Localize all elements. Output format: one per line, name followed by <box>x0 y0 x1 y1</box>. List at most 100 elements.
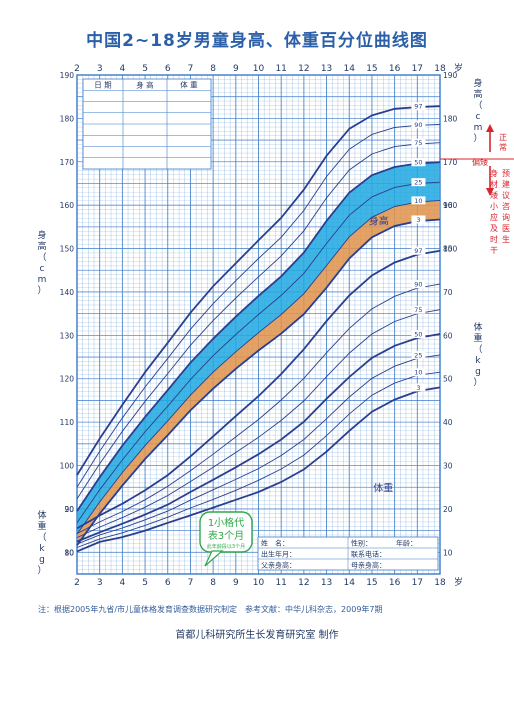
height-axis-label-right-char: m <box>474 123 483 133</box>
age-tick-bottom: 16 <box>389 578 401 588</box>
short-note: 偏矮 <box>472 157 488 167</box>
normal-arrow-head <box>486 124 494 132</box>
weight-tick-right: 20 <box>443 505 453 514</box>
age-tick-bottom: 17 <box>412 578 423 588</box>
height-tick-left: 80 <box>64 548 74 557</box>
age-tick-bottom: 13 <box>321 578 332 588</box>
age-tick-top: 18 <box>434 64 446 74</box>
weight-axis-label-right-char: g <box>475 367 481 377</box>
weight-p90-label-bg <box>411 280 426 289</box>
weight-p10-label-bg <box>411 368 426 377</box>
height-bands <box>77 162 440 546</box>
info-box-field: 性别： <box>351 539 372 548</box>
height-axis-label-char: （ <box>37 252 46 263</box>
weight-p10-line <box>76 371 441 548</box>
height-tick-left: 110 <box>60 418 75 427</box>
age-tick-bottom: 12 <box>298 578 309 588</box>
weight-tick-left: 10 <box>64 548 74 557</box>
weight-p3-line <box>76 386 441 553</box>
age-unit-bottom: 岁 <box>454 576 463 588</box>
age-tick-bottom: 5 <box>142 578 148 588</box>
weight-tick-right: 10 <box>443 548 453 557</box>
height-p90-line <box>76 124 441 488</box>
age-tick-top: 12 <box>298 64 309 74</box>
weight-p50-line <box>76 333 441 543</box>
age-tick-top: 17 <box>412 64 423 74</box>
chart-title: 中国2~18岁男童身高、体重百分位曲线图 <box>86 31 428 51</box>
age-tick-top: 9 <box>233 64 239 74</box>
advice-note-char: 小 <box>490 202 498 211</box>
age-tick-top: 6 <box>165 64 171 74</box>
height-p90-label: 90 <box>414 121 422 129</box>
scale-callout-pointer <box>204 550 224 567</box>
height-axis-label-right-char: 身 <box>473 77 482 89</box>
weight-tick-left: 20 <box>64 505 74 514</box>
weight-tick-right: 80 <box>443 245 453 254</box>
height-axis-label-right-char: （ <box>473 100 482 111</box>
age-tick-bottom: 7 <box>188 578 194 588</box>
age-tick-bottom: 18 <box>434 578 446 588</box>
height-tick-left: 190 <box>60 71 75 80</box>
age-tick-top: 3 <box>97 64 103 74</box>
weight-tick-right: 70 <box>443 288 453 297</box>
weight-axis-label-right-char: 体 <box>473 321 482 333</box>
weight-p3-label-bg <box>411 383 426 392</box>
weight-p50-label-bg <box>411 330 426 339</box>
weight-p75-label-bg <box>411 305 426 314</box>
height-tick-right: 190 <box>443 71 458 80</box>
weight-p90-label: 90 <box>414 281 422 289</box>
age-tick-bottom: 10 <box>253 578 265 588</box>
age-tick-top: 2 <box>74 64 80 74</box>
height-p50-line <box>76 161 441 512</box>
weight-tick-right: 90 <box>443 201 453 210</box>
height-tick-left: 140 <box>60 288 75 297</box>
info-box-field: 出生年月： <box>261 550 296 559</box>
height-p25-label-bg <box>411 178 426 187</box>
age-tick-bottom: 9 <box>233 578 239 588</box>
advice-note-char: 干 <box>490 246 498 255</box>
weight-p97-line <box>76 249 441 530</box>
height-p50-label-bg <box>411 158 426 167</box>
info-box-field: 联系电话： <box>351 550 386 559</box>
weight-axis-label-right-char: 重 <box>473 332 482 344</box>
scale-callout-line1: 1小格代 <box>208 516 244 529</box>
weight-p90-line <box>76 283 441 534</box>
age-tick-bottom: 3 <box>97 578 103 588</box>
advice-note-char: 咨 <box>502 201 510 211</box>
height-p75-label: 75 <box>414 139 422 147</box>
weight-p50-label: 50 <box>414 331 422 339</box>
info-box-field: 母亲身高： <box>351 561 386 570</box>
height-axis-label-char: 高 <box>37 240 46 252</box>
age-tick-bottom: 15 <box>366 578 377 588</box>
height-p3-label: 3 <box>416 216 420 224</box>
height-p10-label: 10 <box>414 197 422 205</box>
weight-p75-label: 75 <box>414 306 422 314</box>
advice-note-char: 议 <box>502 191 510 200</box>
height-tick-left: 150 <box>60 245 75 254</box>
age-tick-bottom: 4 <box>120 578 126 588</box>
advice-note-char: 生 <box>502 234 510 244</box>
height-tick-right: 180 <box>443 114 458 123</box>
footnote: 注：根据2005年九省/市儿童体格发育调查数据研究制定 参考文献：中华儿科杂志，… <box>38 605 383 614</box>
normal-note-char: 正 <box>499 133 507 142</box>
height-p25-label: 25 <box>414 179 422 187</box>
weight-p3-label: 3 <box>416 384 420 392</box>
age-tick-top: 10 <box>253 64 265 74</box>
credit: 首都儿科研究所生长发育研究室 制作 <box>175 630 339 641</box>
height-tick-right: 170 <box>443 158 458 167</box>
scale-callout <box>199 511 253 553</box>
height-p3-line <box>76 218 441 546</box>
weight-axis-label-left-char: ） <box>37 565 46 576</box>
weight-curve-label: 体重 <box>373 482 393 495</box>
height-axis-label-char: ） <box>37 285 46 296</box>
height-p10-line <box>76 199 441 535</box>
weight-p25-label-bg <box>411 350 426 359</box>
age-tick-top: 13 <box>321 64 332 74</box>
height-p97-line <box>76 105 441 476</box>
height-p90-label-bg <box>411 120 426 129</box>
axes: 2 2 3 3 4 4 5 5 6 6 7 7 8 8 9 9 10 10 11 11 12 12 13 13 14 14 15 15… <box>37 62 482 588</box>
height-tick-left: 90 <box>64 505 74 514</box>
weight-p25-label: 25 <box>414 351 422 359</box>
height-axis-label-right-char: 高 <box>473 88 482 100</box>
normal-note-char: 常 <box>499 143 507 152</box>
